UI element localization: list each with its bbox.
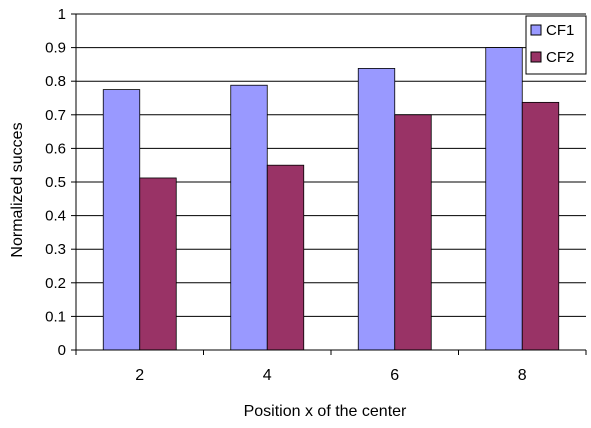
- y-tick-label: 0.5: [45, 174, 66, 191]
- bar-cf2-4: [266, 164, 305, 351]
- x-tick-label: 6: [390, 367, 399, 384]
- y-tick-label: 0.2: [45, 275, 66, 292]
- y-tick-label: 0.3: [45, 241, 66, 258]
- x-tick-label: 4: [263, 367, 272, 384]
- x-tick-label: 8: [518, 367, 527, 384]
- axes: [71, 13, 587, 355]
- y-tick-label: 0.9: [45, 40, 66, 57]
- legend: CF1 CF2: [525, 15, 587, 75]
- bar-cf2-8: [521, 101, 560, 351]
- y-tick-label: 0: [58, 342, 66, 359]
- y-tick-label: 0.4: [45, 208, 66, 225]
- legend-swatch-cf2: [530, 51, 542, 63]
- y-tick-label: 0.7: [45, 107, 66, 124]
- y-tick-labels: 0 0.1 0.2 0.3 0.4 0.5 0.6 0.7 0.8 0.9 1: [45, 6, 66, 359]
- y-tick-label: 0.1: [45, 308, 66, 325]
- bar-cf1-8: [485, 47, 523, 351]
- y-axis-label: Normalized succes: [9, 122, 26, 257]
- bar-cf1-4: [230, 84, 268, 351]
- bars: [102, 47, 560, 351]
- x-axis-label: Position x of the center: [244, 403, 407, 420]
- bar-cf2-2: [139, 177, 177, 351]
- y-tick-label: 0.8: [45, 73, 66, 90]
- legend-label-cf1: CF1: [546, 22, 574, 39]
- bar-cf1-2: [102, 89, 141, 351]
- legend-swatch-cf1: [530, 24, 542, 36]
- x-tick-label: 2: [135, 367, 144, 384]
- y-tick-label: 1: [58, 6, 66, 23]
- bar-cf2-6: [394, 114, 432, 351]
- legend-label-cf2: CF2: [546, 49, 574, 66]
- bar-cf1-6: [357, 68, 396, 351]
- x-tick-labels: 2 4 6 8: [135, 367, 527, 384]
- y-tick-label: 0.6: [45, 140, 66, 157]
